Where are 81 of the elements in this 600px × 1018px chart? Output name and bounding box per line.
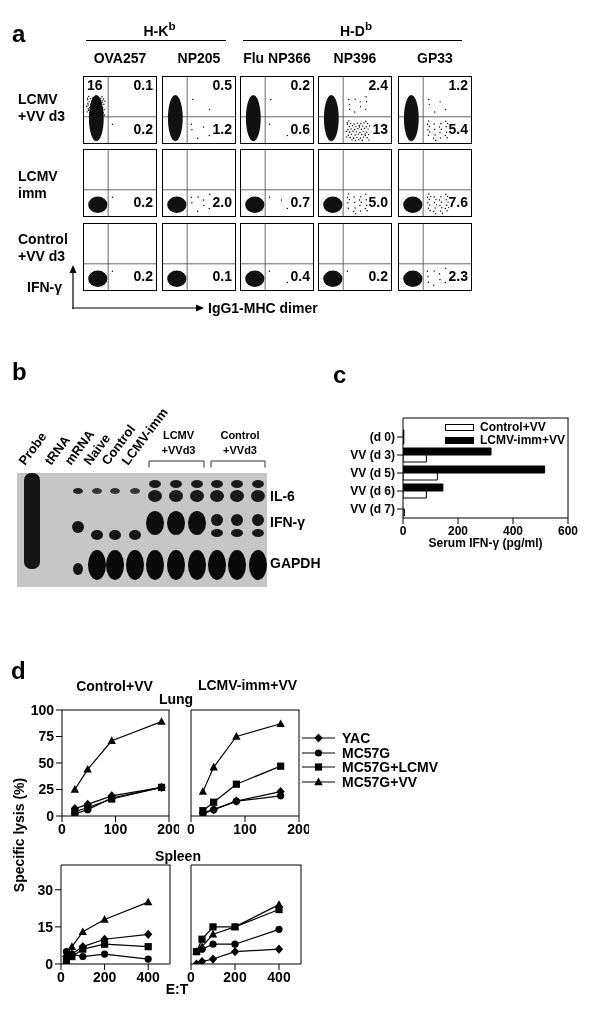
x-tick-label: 200 xyxy=(92,968,117,985)
legend-label: LCMV-imm+VV xyxy=(479,433,565,447)
x-tick-label: 0 xyxy=(57,968,66,985)
x-tick-label: 0 xyxy=(187,968,196,985)
data-label: 0.1 xyxy=(133,77,153,93)
text: b xyxy=(12,358,27,385)
data-label: 0.2 xyxy=(368,267,388,284)
y-axis-title: Specific lysis (%) xyxy=(11,777,27,893)
legend-label: Control+VV xyxy=(479,420,546,434)
category-label: GP33 xyxy=(417,50,453,66)
text: Lung xyxy=(158,690,194,707)
category-label: IFN-γ xyxy=(270,514,305,530)
y-tick-label: VV (d 6) xyxy=(350,484,395,499)
chart-title: c xyxy=(333,360,347,388)
data-label: 0.2 xyxy=(133,193,153,210)
x-tick-label: 0 xyxy=(58,820,67,837)
data-label: 2.4 xyxy=(368,77,388,93)
x-tick-label: 100 xyxy=(233,820,257,837)
chart-subtitle: LCMV-imm+VV xyxy=(197,677,298,694)
x-axis-title: E:T xyxy=(165,980,189,997)
text: LCMV +VV d3 xyxy=(18,91,67,125)
text: a xyxy=(12,19,26,47)
category-label: IL-6 xyxy=(270,488,295,504)
text: H-K$^{b}$ xyxy=(143,19,176,39)
data-label: 5.0 xyxy=(368,193,388,210)
y-tick-label: 100 xyxy=(30,701,55,718)
chart-title: d xyxy=(11,656,26,684)
x-tick-label: 0 xyxy=(187,820,196,837)
y-tick-label: 0 xyxy=(45,955,54,972)
text: H-D$^{b}$ xyxy=(339,19,373,39)
x-axis-title: Serum IFN-γ (pg/ml) xyxy=(428,536,543,550)
x-tick-label: 200 xyxy=(223,968,247,985)
category-label: Flu NP366 xyxy=(243,50,311,66)
data-label: 2.0 xyxy=(212,193,232,210)
category-label: OVA257 xyxy=(93,50,147,66)
text: IFN-γ xyxy=(27,279,62,295)
legend-label: MC57G xyxy=(342,744,391,761)
data-label: 0.2 xyxy=(133,120,153,137)
y-tick-label: (d 0) xyxy=(369,430,395,445)
text: Spleen xyxy=(155,848,201,865)
text: Control +VVd3 xyxy=(219,428,261,458)
text: Control +VV d3 xyxy=(18,231,69,265)
x-tick-label: 200 xyxy=(447,523,469,538)
data-label: 16 xyxy=(87,77,103,93)
data-label: 13 xyxy=(372,120,388,137)
x-tick-label: 0 xyxy=(399,523,407,538)
y-tick-label: VV (d 5) xyxy=(350,466,395,481)
data-label: 7.6 xyxy=(448,193,468,210)
data-label: 5.4 xyxy=(448,120,468,137)
y-tick-label: 75 xyxy=(38,728,55,745)
y-tick-label: 25 xyxy=(38,781,55,798)
y-tick-label: 30 xyxy=(37,881,54,898)
data-label: 0.4 xyxy=(290,267,310,284)
y-tick-label: VV (d 3) xyxy=(350,448,395,463)
y-tick-label: VV (d 7) xyxy=(350,502,395,517)
category-label: NP396 xyxy=(333,50,377,66)
data-label: 0.7 xyxy=(290,193,310,210)
y-tick-label: 0 xyxy=(46,807,55,824)
data-label: 0.6 xyxy=(290,120,310,137)
data-label: 1.2 xyxy=(448,77,468,93)
y-tick-label: 15 xyxy=(37,918,54,935)
y-tick-label: 50 xyxy=(38,754,55,771)
chart-subtitle: Control+VV xyxy=(76,678,153,695)
data-label: 0.2 xyxy=(133,267,153,284)
category-label: NP205 xyxy=(177,50,221,66)
data-label: 0.5 xyxy=(212,77,232,93)
legend-label: MC57G+VV xyxy=(342,773,418,790)
x-tick-label: 600 xyxy=(557,523,579,538)
x-tick-label: 400 xyxy=(136,968,161,985)
legend-label: MC57G+LCMV xyxy=(342,759,439,776)
text: LCMV imm xyxy=(18,168,59,202)
text: IgG1-MHC dimer xyxy=(208,300,318,316)
data-label: 0.2 xyxy=(290,77,310,93)
data-label: 2.3 xyxy=(448,267,468,284)
x-tick-label: 400 xyxy=(502,523,524,538)
x-tick-label: 400 xyxy=(267,968,291,985)
x-tick-label: 100 xyxy=(103,820,128,837)
category-label: GAPDH xyxy=(270,555,321,571)
data-label: 0.1 xyxy=(212,267,232,284)
legend-label: YAC xyxy=(342,730,371,747)
data-label: 1.2 xyxy=(212,120,232,137)
